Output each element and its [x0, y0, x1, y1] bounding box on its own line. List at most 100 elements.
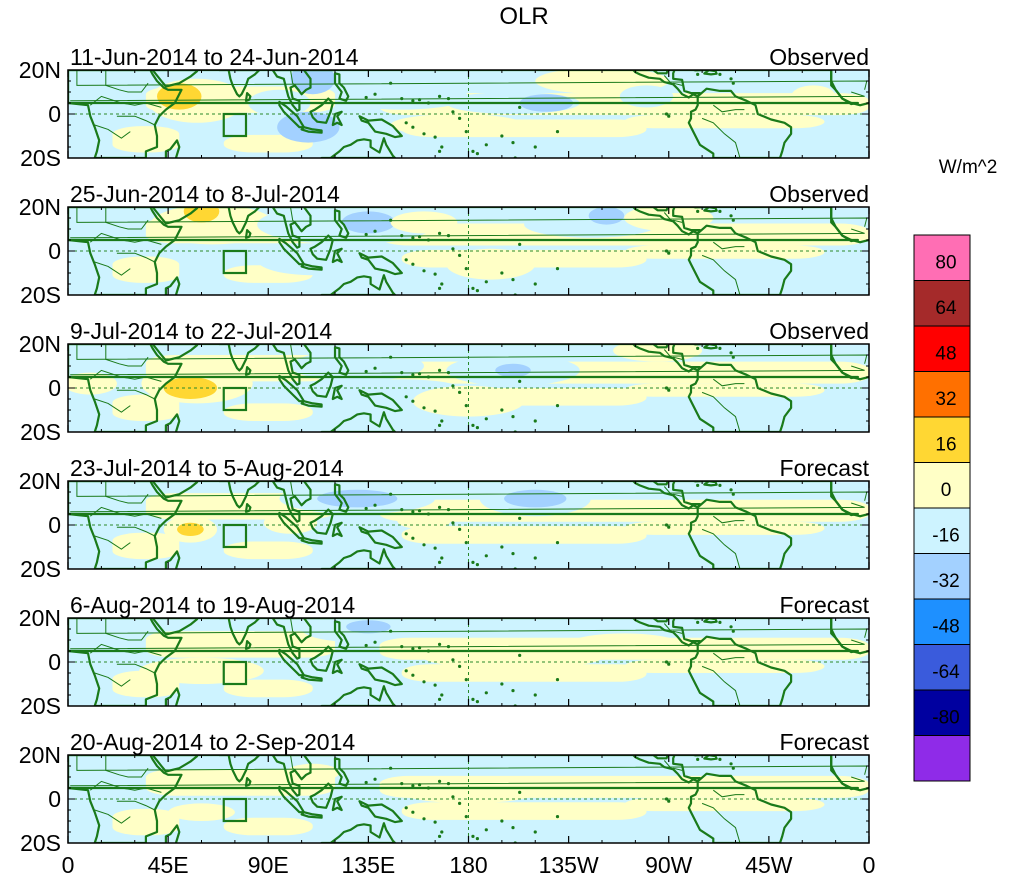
island-dot [533, 419, 537, 423]
coast-madagascar [164, 687, 181, 706]
island-dot [422, 269, 426, 273]
island-dot [400, 782, 404, 786]
island-dot [364, 95, 368, 100]
anomaly-blob [346, 620, 391, 634]
panel: 20N 0 20S 11-Jun-2014 to 24-Jun-2014 Observe… [19, 44, 870, 171]
island-dot [426, 238, 431, 242]
background-positive-band [624, 797, 825, 812]
island-dot [440, 145, 444, 149]
island-dot [364, 780, 368, 785]
island-dot [411, 673, 415, 677]
island-dot [417, 783, 422, 787]
island-dot [664, 523, 669, 527]
y-tick-label: 20S [20, 419, 61, 445]
colorbar: 80 64 48 32 16 0 -16 -32 -48 -64 -80 [913, 234, 971, 782]
x-tick-label: 135W [539, 852, 599, 878]
island-dot [464, 815, 468, 819]
island-dot [729, 351, 733, 355]
background-positive-band [112, 808, 180, 836]
colorbar-label: -32 [932, 571, 959, 592]
country-border [94, 672, 131, 687]
island-dot [373, 92, 377, 96]
country-border [94, 809, 131, 824]
island-dot [400, 645, 404, 649]
island-dot [664, 386, 669, 390]
coastlines [68, 344, 869, 432]
island-dot [426, 512, 431, 516]
country-border [663, 349, 672, 358]
country-border [76, 207, 868, 227]
island-dot [500, 134, 504, 138]
country-border [290, 481, 300, 502]
island-dot [426, 101, 431, 105]
panel: 20N 0 20S 6-Aug-2014 to 19-Aug-2014 Forecast [19, 592, 870, 719]
island-dot [555, 130, 560, 134]
country-border [712, 789, 745, 798]
coast-australia [320, 548, 397, 569]
island-dot [422, 132, 426, 136]
coastlines [68, 207, 869, 295]
coast-australia [320, 685, 397, 706]
island-dot [731, 218, 735, 222]
island-dot [373, 366, 377, 370]
island-dot [400, 234, 404, 238]
anomaly-blob [504, 489, 567, 508]
background-positive-band [401, 802, 647, 820]
anomaly-blob [290, 70, 335, 95]
island-dot [696, 757, 700, 762]
anomaly-blob [613, 344, 703, 362]
island-dot [426, 649, 431, 653]
country-border [76, 755, 868, 775]
x-tick-label: 45E [148, 852, 189, 878]
panel: 20N 0 20S 23-Jul-2014 to 5-Aug-2014 Forecast [19, 455, 870, 582]
colorbar-label: 16 [935, 435, 956, 456]
colorbar-swatch [913, 689, 971, 736]
island-dot [422, 680, 426, 684]
country-border [290, 207, 300, 228]
country-border [673, 630, 683, 634]
country-border [89, 506, 162, 519]
y-tick-label: 0 [48, 375, 61, 401]
island-dot [411, 125, 415, 129]
island-dot [433, 409, 437, 413]
country-border [712, 515, 745, 524]
coast-madagascar [164, 276, 181, 295]
background-positive-band [223, 403, 313, 421]
island-dot [422, 406, 426, 410]
island-dot [400, 97, 404, 101]
island-dot [729, 214, 733, 218]
island-dot [667, 251, 671, 255]
country-border [701, 528, 741, 569]
country-border [673, 493, 683, 497]
anomaly-blob [412, 385, 525, 417]
island-dot [664, 660, 669, 664]
coast-philippines [333, 209, 350, 239]
island-dot [511, 415, 515, 419]
island-dot [458, 801, 462, 806]
country-border [663, 212, 672, 221]
anomaly-blob [568, 633, 680, 656]
island-dot [417, 646, 422, 650]
country-border [105, 70, 149, 93]
island-dot [475, 563, 479, 567]
country-border [105, 481, 149, 504]
island-dot [437, 94, 442, 98]
colorbar-units: W/m^2 [939, 157, 998, 178]
island-dot [437, 149, 442, 153]
x-tick-label: 0 [863, 852, 876, 878]
island-dot [555, 815, 560, 819]
island-dot [731, 629, 735, 633]
country-border [701, 665, 741, 706]
island-dot [533, 830, 537, 834]
island-dot [458, 253, 462, 257]
country-border [712, 378, 745, 387]
coast-sumatra [278, 785, 305, 814]
island-dot [446, 97, 451, 101]
island-dot [411, 536, 415, 540]
y-tick-label: 20N [19, 742, 61, 768]
coast-australia [320, 137, 397, 158]
island-dot [458, 527, 462, 532]
anomaly-blob [317, 489, 398, 508]
anomaly-blob [139, 657, 264, 684]
country-border [105, 755, 149, 778]
